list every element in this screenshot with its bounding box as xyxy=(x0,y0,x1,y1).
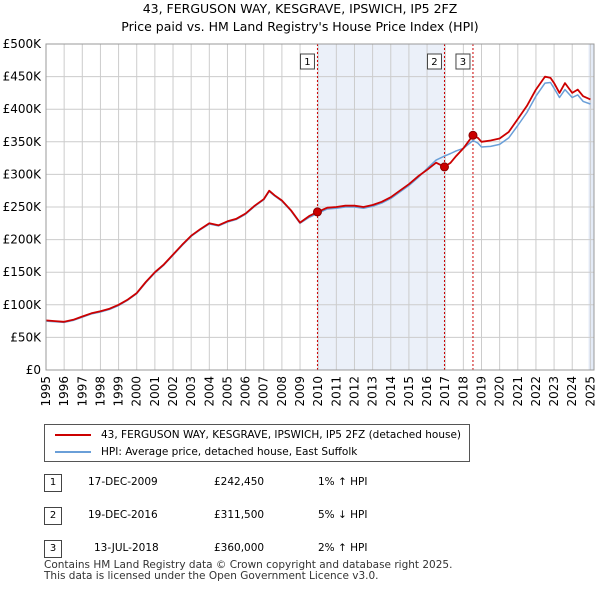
sale-row: 1 17-DEC-2009 £242,450 1% ↑ HPI xyxy=(44,474,404,494)
sale-price: £242,450 xyxy=(214,476,265,488)
sale-date: 17-DEC-2009 xyxy=(88,476,158,488)
x-tick-label: 2014 xyxy=(384,376,398,407)
sale-number-badge: 1 xyxy=(44,474,62,492)
x-tick-label: 2000 xyxy=(130,376,144,407)
x-tick-label: 2025 xyxy=(583,376,597,407)
legend-swatch-property xyxy=(55,434,91,436)
sale-row: 3 13-JUL-2018 £360,000 2% ↑ HPI xyxy=(44,540,404,560)
sale-hpi-diff: 5% ↓ HPI xyxy=(318,509,368,521)
sale-point xyxy=(439,162,449,172)
sale-number-badge: 2 xyxy=(44,507,62,525)
legend-item-property: 43, FERGUSON WAY, KESGRAVE, IPSWICH, IP5… xyxy=(55,427,461,443)
x-tick-label: 2003 xyxy=(184,376,198,407)
x-tick-label: 2010 xyxy=(311,376,325,407)
property-series-line xyxy=(45,75,591,323)
y-tick-label: £50K xyxy=(10,330,42,344)
y-tick-label: £100K xyxy=(3,298,43,312)
x-tick-label: 2006 xyxy=(239,376,253,407)
sale-price: £311,500 xyxy=(214,509,265,521)
y-tick-label: £0 xyxy=(26,363,41,377)
sale-number-badge: 3 xyxy=(44,540,62,558)
sale-price: £360,000 xyxy=(214,542,265,554)
sale-date: 13-JUL-2018 xyxy=(94,542,159,554)
x-tick-label: 2015 xyxy=(402,376,416,407)
y-tick-label: £300K xyxy=(3,167,43,181)
sale-label-number: 3 xyxy=(460,57,466,68)
x-tick-label: 2017 xyxy=(438,376,452,407)
chart-title: 43, FERGUSON WAY, KESGRAVE, IPSWICH, IP5… xyxy=(0,0,600,36)
legend-label-hpi: HPI: Average price, detached house, East… xyxy=(101,446,358,458)
sale-date: 19-DEC-2016 xyxy=(88,509,158,521)
sale-label-number: 2 xyxy=(431,57,437,68)
x-tick-label: 2019 xyxy=(474,376,488,407)
x-tick-label: 2001 xyxy=(148,376,162,407)
footer-line-1: Contains HM Land Registry data © Crown c… xyxy=(44,559,453,571)
x-tick-label: 2011 xyxy=(329,376,343,407)
sale-label-number: 1 xyxy=(304,57,310,68)
legend-item-hpi: HPI: Average price, detached house, East… xyxy=(55,444,357,460)
x-tick-label: 1995 xyxy=(39,376,53,407)
legend-label-property: 43, FERGUSON WAY, KESGRAVE, IPSWICH, IP5… xyxy=(101,429,462,441)
sale-hpi-diff: 2% ↑ HPI xyxy=(318,542,368,554)
sale-label-box xyxy=(455,53,471,70)
x-tick-label: 2004 xyxy=(202,376,216,407)
x-tick-label: 1996 xyxy=(57,376,71,407)
y-tick-label: £200K xyxy=(3,233,43,247)
x-tick-label: 2021 xyxy=(511,376,525,407)
x-tick-label: 2008 xyxy=(275,376,289,407)
x-tick-label: 2013 xyxy=(366,376,380,407)
footer-line-2: This data is licensed under the Open Gov… xyxy=(44,570,379,582)
y-tick-label: £350K xyxy=(3,135,43,149)
x-tick-label: 2002 xyxy=(166,376,180,407)
title-line-2: Price paid vs. HM Land Registry's House … xyxy=(121,19,479,34)
price-chart: 1 2 3 £0 £50K £100K £150K £200K £250K £300K £350K… xyxy=(3,37,598,407)
x-tick-label: 2020 xyxy=(493,376,507,407)
x-tick-label: 1999 xyxy=(112,376,126,407)
x-tick-label: 1998 xyxy=(93,376,107,407)
sale-hpi-diff: 1% ↑ HPI xyxy=(318,476,368,488)
y-tick-label: £450K xyxy=(3,70,43,84)
title-line-1: 43, FERGUSON WAY, KESGRAVE, IPSWICH, IP5… xyxy=(142,1,458,16)
x-tick-label: 1997 xyxy=(75,376,89,407)
sale-point xyxy=(312,207,322,217)
legend-swatch-hpi xyxy=(55,451,91,453)
sale-point xyxy=(468,130,478,140)
x-tick-label: 2005 xyxy=(220,376,234,407)
sale-label-box xyxy=(299,53,315,70)
y-tick-label: £250K xyxy=(3,200,43,214)
y-tick-label: £150K xyxy=(3,265,43,279)
y-tick-label: £400K xyxy=(3,102,43,116)
x-tick-label: 2018 xyxy=(456,376,470,407)
sale-row: 2 19-DEC-2016 £311,500 5% ↓ HPI xyxy=(44,507,404,527)
x-tick-label: 2009 xyxy=(293,376,307,407)
x-tick-label: 2016 xyxy=(420,376,434,407)
sale-label-box xyxy=(426,53,442,70)
legend: 43, FERGUSON WAY, KESGRAVE, IPSWICH, IP5… xyxy=(44,424,470,462)
x-tick-label: 2022 xyxy=(529,376,543,407)
x-tick-label: 2023 xyxy=(547,376,561,407)
y-tick-label: £500K xyxy=(3,37,43,51)
x-tick-label: 2012 xyxy=(347,376,361,407)
plot-frame xyxy=(45,43,595,371)
x-tick-label: 2007 xyxy=(257,376,271,407)
footer-attribution: Contains HM Land Registry data © Crown c… xyxy=(44,560,452,582)
x-tick-label: 2024 xyxy=(565,376,579,407)
